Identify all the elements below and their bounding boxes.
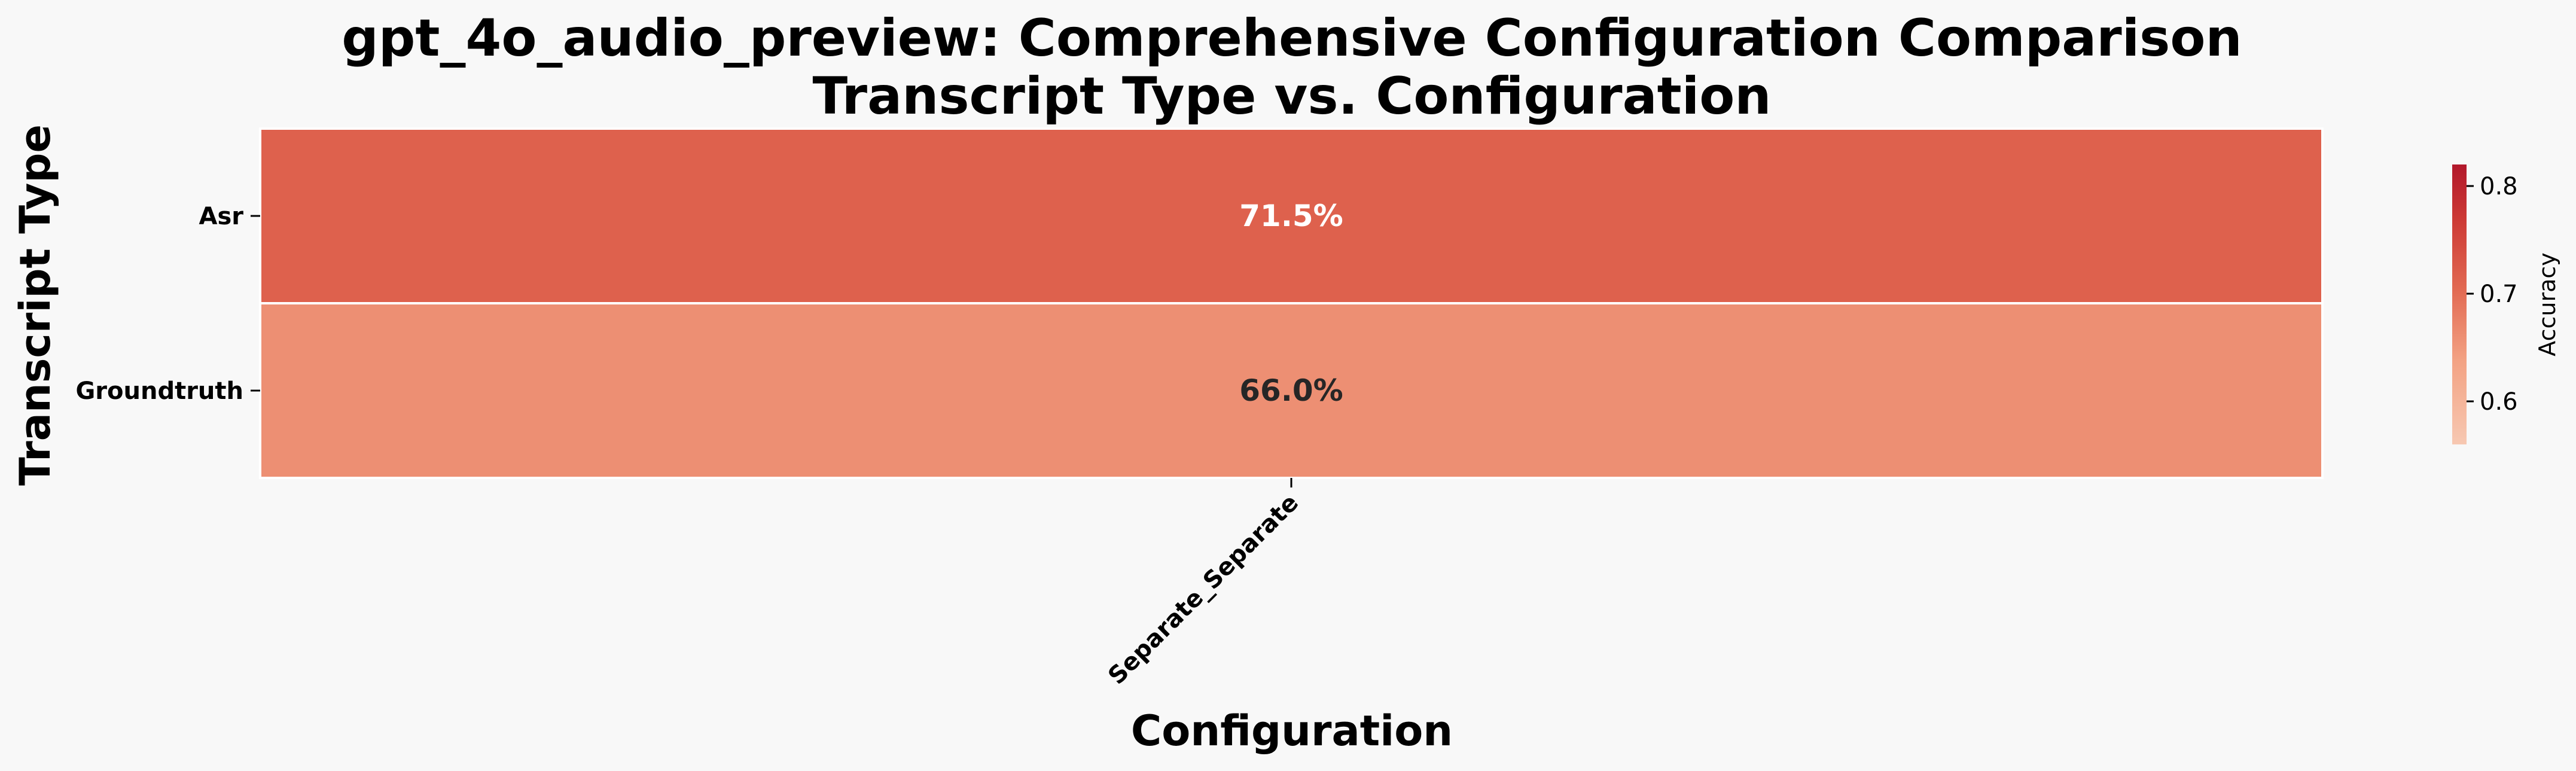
y-tick-label: Asr xyxy=(199,203,244,230)
chart-subtitle: Transcript Type vs. Configuration xyxy=(812,66,1771,126)
x-axis-title: Configuration xyxy=(1131,706,1453,755)
colorbar-tick-label: 0.6 xyxy=(2480,388,2518,416)
colorbar-tick-label: 0.7 xyxy=(2480,281,2518,308)
colorbar-label: Accuracy xyxy=(2534,252,2560,356)
colorbar-tick-label: 0.8 xyxy=(2480,173,2518,200)
cell-value-label: 66.0% xyxy=(1239,373,1343,408)
chart-title: gpt_4o_audio_preview: Comprehensive Conf… xyxy=(342,8,2242,68)
heatmap-cells: 71.5% 66.0% xyxy=(260,129,2322,478)
y-axis-title: Transcript Type xyxy=(11,124,60,486)
y-tick-label: Groundtruth xyxy=(75,377,243,405)
colorbar-ticks: 0.6 0.7 0.8 xyxy=(2467,173,2518,416)
colorbar xyxy=(2452,164,2467,444)
x-tick-label: Separate_Separate xyxy=(1103,489,1304,690)
cell-value-label: 71.5% xyxy=(1239,199,1343,233)
